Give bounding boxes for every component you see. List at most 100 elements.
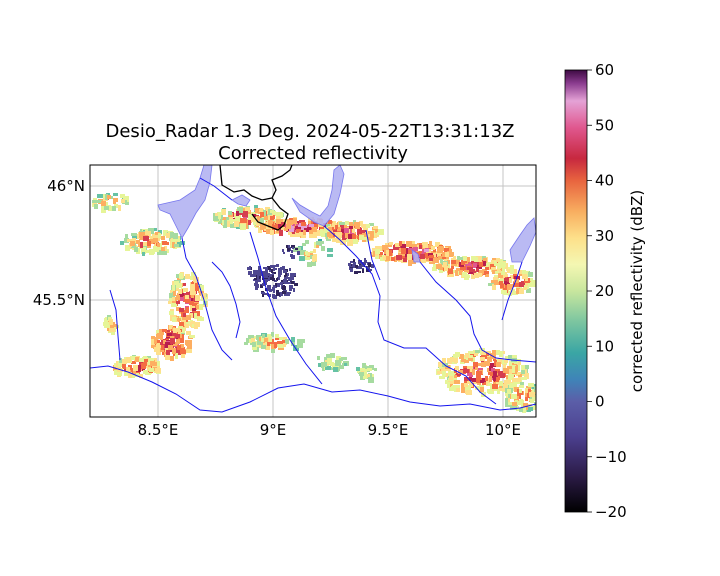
echo-cell (504, 360, 508, 363)
echo-cell (335, 360, 341, 366)
echo-cell (459, 354, 464, 359)
echo-cell (109, 206, 112, 211)
echo-cell (244, 342, 248, 345)
echo-cell (483, 258, 487, 263)
echo-cell (503, 384, 507, 388)
echo-cell (506, 379, 511, 384)
echo-cell (176, 295, 180, 300)
echo-cell (518, 374, 522, 378)
echo-cell (249, 266, 251, 269)
echo-cell (169, 311, 174, 315)
echo-cell (467, 381, 472, 384)
echo-cell (291, 337, 295, 342)
echo-cell (316, 230, 322, 236)
echo-cell (350, 268, 353, 272)
echo-cell (378, 229, 384, 234)
echo-cell (131, 361, 136, 364)
echo-cell (458, 370, 463, 374)
echo-cell (275, 283, 277, 286)
echo-cell (316, 241, 322, 246)
echo-cell (488, 372, 493, 375)
echo-cell (283, 252, 285, 254)
echo-cell (175, 334, 180, 338)
echo-cell (293, 288, 295, 292)
echo-cell (352, 228, 355, 233)
echo-cell (255, 208, 260, 213)
echo-cell (475, 367, 478, 370)
echo-cell (228, 211, 232, 215)
echo-cell (165, 354, 170, 360)
echo-cell (139, 232, 145, 238)
echo-cell (497, 263, 502, 268)
echo-cell (322, 367, 325, 371)
echo-cell (249, 335, 252, 339)
river-sesia (109, 289, 121, 361)
echo-cell (350, 234, 356, 239)
echo-cell (154, 347, 160, 352)
lakes (157, 165, 536, 263)
echo-cell (510, 275, 515, 279)
echo-cell (438, 362, 443, 367)
map-panel (89, 164, 542, 418)
echo-cell (503, 368, 509, 373)
echo-cell (314, 222, 319, 227)
echo-cell (178, 326, 183, 331)
echo-cell (363, 237, 368, 240)
echo-cell (183, 283, 186, 286)
echo-cell (333, 367, 338, 372)
echo-cell (138, 358, 144, 362)
echo-cell (395, 243, 400, 247)
echo-cell (520, 382, 524, 385)
echo-cell (524, 373, 529, 379)
echo-cell (256, 271, 260, 275)
echo-cell (104, 206, 109, 210)
echo-cell (177, 318, 181, 321)
echo-cell (245, 207, 250, 212)
echo-cell (476, 375, 481, 379)
echo-cell (362, 363, 366, 368)
echo-cell (275, 337, 279, 340)
echo-cell (144, 359, 148, 362)
echo-cell (179, 273, 183, 279)
echo-cell (352, 264, 355, 268)
echo-cell (126, 367, 130, 372)
echo-cell (104, 325, 110, 328)
echo-cell (512, 365, 516, 370)
echo-cell (519, 408, 523, 412)
echo-cell (118, 205, 121, 211)
echo-cell (507, 366, 512, 370)
echo-cell (254, 278, 258, 280)
echo-cell (362, 233, 367, 237)
lat-tick-label: 45.5°N (33, 291, 85, 309)
echo-cell (496, 350, 500, 355)
echo-cell (291, 250, 293, 253)
echo-cell (356, 367, 360, 371)
echo-cell (271, 344, 276, 349)
echo-cell (471, 274, 475, 279)
echo-cell (262, 293, 264, 297)
echo-cell (517, 363, 520, 368)
echo-cell (176, 301, 180, 304)
echo-cell (138, 367, 141, 372)
colorbar: 60 50 40 30 20 10 0 −10 −20 corrected reflectivi… (564, 61, 646, 521)
echo-cell (177, 345, 181, 350)
echo-cell (297, 343, 303, 348)
echo-cell (122, 364, 126, 369)
echo-cell (134, 247, 138, 252)
echo-cell (214, 217, 219, 221)
echo-cell (301, 224, 304, 230)
echo-cell (492, 270, 497, 274)
echo-cell (143, 370, 148, 374)
echo-cell (362, 269, 364, 273)
echo-cell (310, 255, 313, 259)
echo-cell (290, 273, 293, 277)
echo-cell (408, 250, 412, 254)
echo-cell (288, 292, 291, 294)
echo-cell (398, 259, 403, 262)
echo-cell (459, 257, 464, 260)
echo-cell (537, 392, 542, 397)
echo-cell (280, 292, 283, 296)
echo-cell (135, 240, 140, 244)
echo-cell (449, 376, 453, 380)
